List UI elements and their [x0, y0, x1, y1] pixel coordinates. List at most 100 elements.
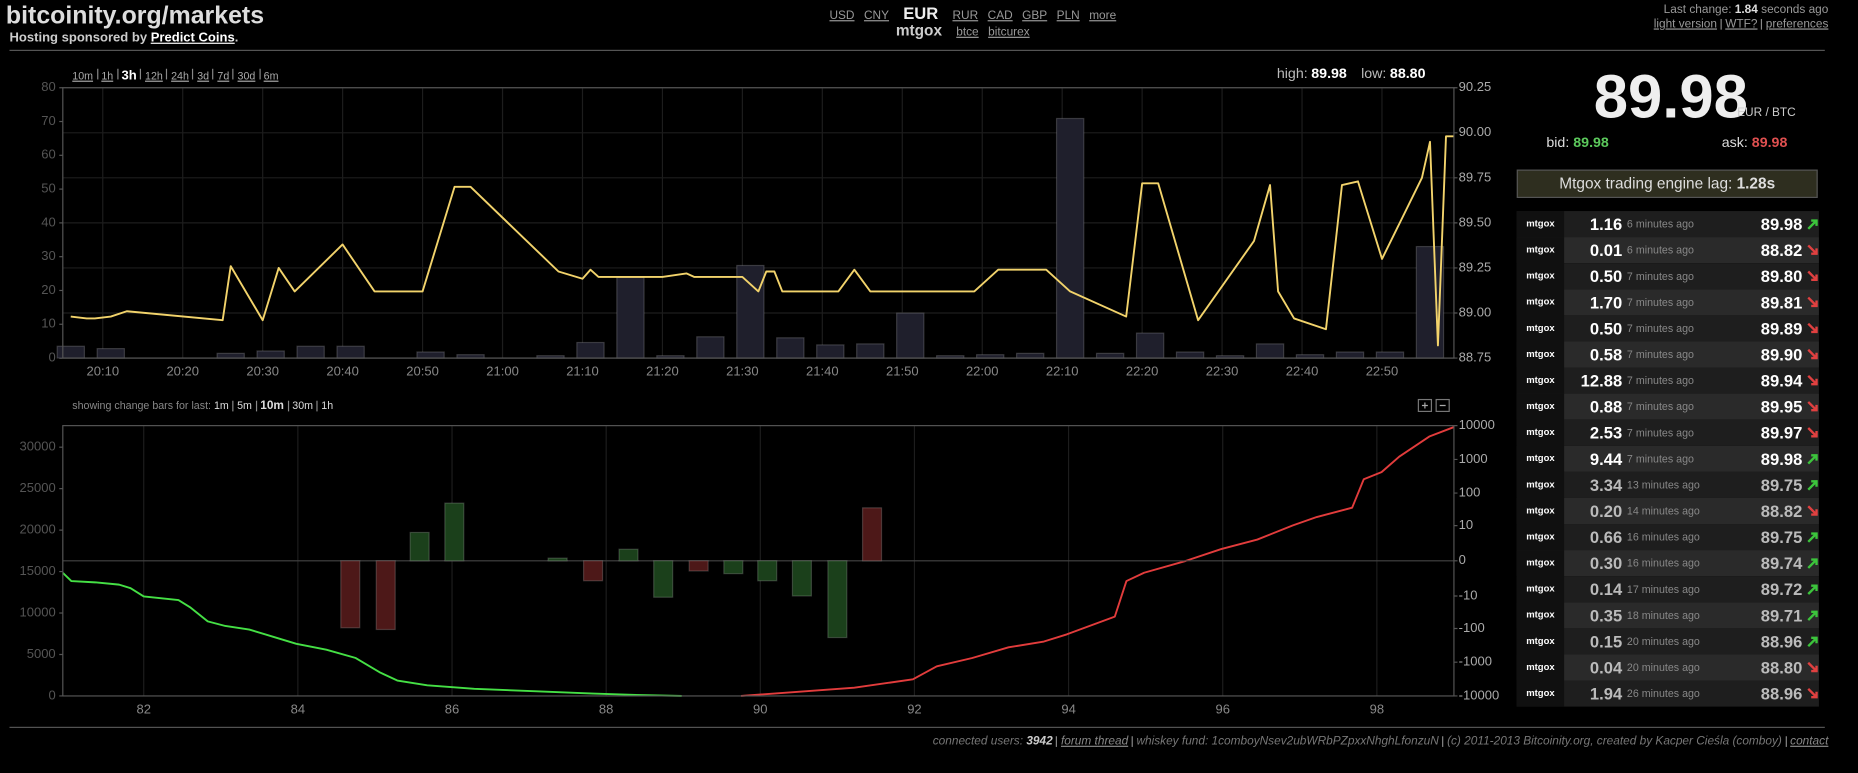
trade-price: 88.96 [1760, 684, 1803, 704]
timespan-option[interactable]: 10m [72, 69, 94, 82]
y2-tick-label: 89.25 [1459, 259, 1492, 274]
separator [232, 400, 234, 412]
trade-row: mtgox 1.16 6 minutes ago 89.98 [1516, 211, 1819, 238]
y2-tick-label: 100 [1459, 484, 1481, 499]
separator [192, 69, 194, 80]
y-tick-label: 70 [41, 113, 55, 128]
trade-time: 7 minutes ago [1626, 426, 1694, 439]
timespan-option[interactable]: 3h [121, 68, 137, 83]
currency-link[interactable]: CNY [863, 9, 890, 23]
x-tick-label: 22:10 [1046, 364, 1079, 379]
bar [653, 560, 674, 598]
bar [1055, 117, 1085, 359]
sponsor-end: . [234, 30, 239, 46]
change-bars-option[interactable]: 10m [260, 399, 284, 413]
y2-tick-label: -10000 [1459, 687, 1500, 702]
trade-time: 6 minutes ago [1626, 244, 1694, 257]
direction-arrow [1807, 505, 1818, 516]
direction-arrow [1807, 687, 1818, 699]
ask-label: ask: [1721, 133, 1748, 151]
bar [444, 502, 465, 562]
y2-tick-label: 90.25 [1459, 79, 1492, 94]
timespan-option[interactable]: 6m [263, 69, 279, 82]
low-value: 88.80 [1389, 65, 1426, 82]
separator [316, 400, 318, 412]
trade-exchange: mtgox [1516, 341, 1565, 368]
currency-link[interactable]: USD [829, 9, 855, 23]
exchange-link[interactable]: bitcurex [988, 26, 1030, 40]
x-tick-label: 92 [907, 702, 921, 717]
bar [56, 345, 86, 359]
trade-amount: 0.15 [1589, 631, 1623, 651]
timespan-option[interactable]: 3d [197, 69, 210, 82]
bar [861, 507, 883, 562]
trade-price: 89.90 [1760, 345, 1803, 364]
plot-frame [62, 425, 1455, 697]
change-bars-options: 1m 5m 10m 30m 1h [213, 399, 334, 413]
trade-time: 20 minutes ago [1626, 635, 1700, 648]
direction-arrow [1807, 584, 1818, 595]
y2-tick-label: -1000 [1459, 654, 1492, 669]
change-bars-option[interactable]: 1m [213, 399, 229, 412]
trade-amount: 0.88 [1589, 397, 1623, 417]
ask-value: 89.98 [1751, 133, 1788, 151]
separator [96, 69, 98, 80]
timespan-option[interactable]: 30d [237, 69, 256, 82]
trade-amount: 0.04 [1589, 658, 1623, 677]
site-title[interactable]: bitcoinity.org/markets [5, 2, 265, 30]
trade-price: 88.82 [1760, 240, 1803, 260]
x-tick-label: 21:50 [886, 364, 919, 379]
trade-price: 89.98 [1760, 214, 1803, 234]
sponsor-link[interactable]: Predict Coins [150, 30, 235, 46]
zoom-in[interactable] [1417, 398, 1433, 412]
bar [576, 341, 605, 359]
x-tick-label: 21:40 [806, 364, 839, 379]
currency-link[interactable]: PLN [1056, 9, 1080, 23]
contact-link[interactable]: contact [1790, 735, 1829, 749]
trade-row: mtgox 0.15 20 minutes ago 88.96 [1516, 628, 1819, 655]
trade-exchange: mtgox [1516, 393, 1565, 420]
x-tick-label: 20:10 [86, 364, 119, 379]
last-change-value: 1.84 [1734, 3, 1758, 17]
zoom-out[interactable] [1435, 398, 1450, 412]
separator [255, 400, 257, 412]
status: Last change: 1.84 seconds ago light vers… [1654, 4, 1829, 32]
trade-direction [1807, 322, 1818, 334]
timespan-option[interactable]: 7d [217, 69, 230, 82]
bar [757, 560, 778, 582]
exchange-link[interactable]: btce [956, 26, 979, 40]
currency-link[interactable]: CAD [987, 9, 1013, 23]
timespan-option[interactable]: 12h [145, 69, 163, 82]
trade-amount: 3.34 [1589, 475, 1623, 495]
x-tick-label: 21:30 [726, 364, 759, 379]
change-bars-option[interactable]: 5m [237, 399, 252, 412]
currency-link[interactable]: RUR [952, 9, 979, 23]
trade-time: 16 minutes ago [1626, 531, 1700, 544]
change-bars-option[interactable]: 30m [292, 399, 314, 412]
trade-exchange: mtgox [1516, 289, 1565, 316]
x-tick-label: 96 [1215, 702, 1229, 717]
x-tick-label: 84 [291, 702, 305, 717]
direction-arrow [1807, 454, 1818, 465]
trade-exchange: mtgox [1516, 445, 1565, 472]
currency-link[interactable]: more [1089, 9, 1117, 23]
trade-direction [1807, 661, 1818, 673]
trade-direction [1807, 219, 1818, 230]
timespan-option[interactable]: 24h [171, 69, 189, 82]
direction-arrow [1807, 610, 1818, 621]
y-tick-label: 30000 [19, 439, 55, 454]
timespan-option[interactable]: 1h [101, 69, 114, 82]
active-exchange[interactable]: mtgox [895, 21, 943, 40]
forum-link[interactable]: forum thread [1060, 735, 1129, 749]
change-bars-option[interactable]: 1h [321, 399, 334, 412]
status-link[interactable]: light version [1653, 17, 1717, 31]
y-tick-label: 10 [41, 316, 55, 331]
status-link[interactable]: WTF? [1725, 17, 1758, 31]
x-tick-label: 21:10 [566, 364, 599, 379]
separator [116, 69, 118, 80]
direction-arrow [1807, 374, 1818, 386]
active-currency[interactable]: EUR [903, 3, 939, 23]
currency-link[interactable]: GBP [1022, 9, 1048, 23]
trade-direction [1807, 480, 1818, 491]
status-link[interactable]: preferences [1765, 17, 1829, 31]
